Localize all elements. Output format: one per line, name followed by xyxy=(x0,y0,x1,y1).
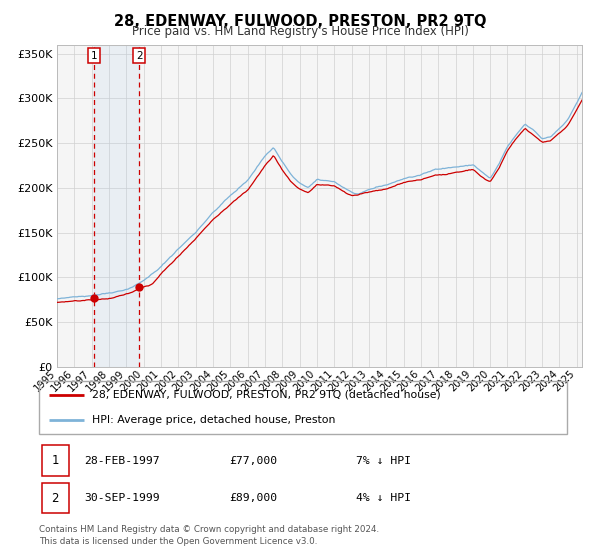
Text: 30-SEP-1999: 30-SEP-1999 xyxy=(84,493,160,503)
Text: 2: 2 xyxy=(52,492,59,505)
FancyBboxPatch shape xyxy=(41,483,69,514)
FancyBboxPatch shape xyxy=(41,445,69,475)
Text: 1: 1 xyxy=(52,454,59,467)
Text: £77,000: £77,000 xyxy=(229,455,277,465)
Text: HPI: Average price, detached house, Preston: HPI: Average price, detached house, Pres… xyxy=(92,415,335,425)
Text: 28, EDENWAY, FULWOOD, PRESTON, PR2 9TQ (detached house): 28, EDENWAY, FULWOOD, PRESTON, PR2 9TQ (… xyxy=(92,390,440,400)
Text: 2: 2 xyxy=(136,50,143,60)
Text: 28-FEB-1997: 28-FEB-1997 xyxy=(84,455,160,465)
Text: 1: 1 xyxy=(91,50,97,60)
Text: 7% ↓ HPI: 7% ↓ HPI xyxy=(356,455,411,465)
Text: 4% ↓ HPI: 4% ↓ HPI xyxy=(356,493,411,503)
Bar xyxy=(94,45,139,367)
Text: Contains HM Land Registry data © Crown copyright and database right 2024.
This d: Contains HM Land Registry data © Crown c… xyxy=(39,525,379,546)
Text: Price paid vs. HM Land Registry's House Price Index (HPI): Price paid vs. HM Land Registry's House … xyxy=(131,25,469,38)
Text: £89,000: £89,000 xyxy=(229,493,277,503)
Text: 28, EDENWAY, FULWOOD, PRESTON, PR2 9TQ: 28, EDENWAY, FULWOOD, PRESTON, PR2 9TQ xyxy=(114,14,486,29)
